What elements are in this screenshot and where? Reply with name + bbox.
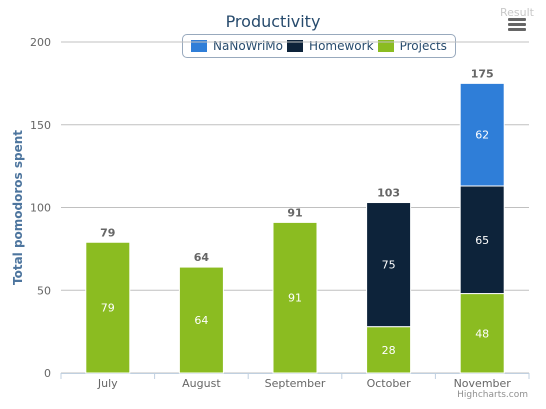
bar-projects-october: [366, 326, 412, 374]
chart-title: Productivity: [225, 12, 321, 31]
bar-nanowrimo-november: [459, 82, 505, 187]
data-label: 75: [382, 259, 396, 272]
stack-total-label: 103: [377, 187, 400, 200]
legend-swatch-nanowrimo: [191, 40, 208, 52]
bar-projects-september: [272, 221, 318, 374]
data-label: 64: [194, 314, 208, 327]
x-tick-label: July: [97, 377, 118, 390]
data-label: 48: [475, 327, 489, 340]
bar-homework-october: [366, 202, 412, 328]
legend-swatch-projects: [377, 40, 394, 52]
data-label: 28: [382, 344, 396, 357]
x-tick-label: October: [367, 377, 411, 390]
y-tick-label: 100: [30, 202, 51, 215]
legend-swatch-homework: [287, 40, 304, 52]
y-axis-title: Total pomodoros spent: [11, 130, 25, 285]
data-label: 62: [475, 129, 489, 142]
data-label: 91: [288, 292, 302, 305]
x-tick-label: November: [454, 377, 512, 390]
bar-projects-august: [178, 266, 224, 374]
y-tick-label: 150: [30, 119, 51, 132]
data-label: 65: [475, 234, 489, 247]
stack-total-label: 79: [100, 226, 115, 239]
stack-total-label: 91: [287, 206, 302, 219]
export-menu-icon[interactable]: [508, 16, 526, 34]
credits-link[interactable]: Highcharts.com: [457, 390, 528, 400]
bar-homework-november: [459, 185, 505, 295]
stack-total-label: 64: [194, 251, 210, 264]
y-tick-label: 0: [44, 367, 51, 380]
x-tick-label: August: [182, 377, 221, 390]
y-tick-label: 200: [30, 36, 51, 49]
data-label: 79: [101, 302, 115, 315]
y-tick-label: 50: [37, 284, 51, 297]
stack-total-label: 175: [471, 67, 494, 80]
x-tick-label: September: [265, 377, 326, 390]
bar-projects-july: [85, 241, 131, 374]
result-tab[interactable]: Result: [500, 6, 534, 19]
